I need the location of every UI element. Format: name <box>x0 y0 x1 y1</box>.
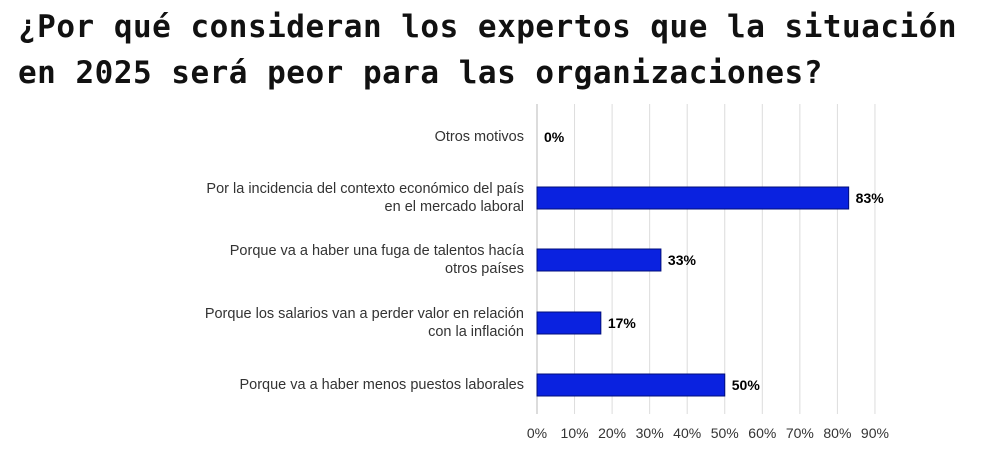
bar <box>536 248 662 272</box>
chart-title: ¿Por qué consideran los expertos que la … <box>18 9 958 91</box>
x-tick-label: 30% <box>636 425 664 441</box>
x-tick-labels: 0% 10% 20% 30% 40% 50% 60% 70% 80% 90% <box>527 425 889 441</box>
value-labels: 0% 83% 33% 17% 50% <box>544 129 884 393</box>
data-label: 50% <box>732 377 761 393</box>
x-tick-label: 20% <box>598 425 626 441</box>
category-label: Porque va a haber una fuga de talentos h… <box>229 243 524 277</box>
bar <box>536 373 726 397</box>
x-tick-label: 10% <box>561 425 589 441</box>
category-label: Porque los salarios van a perder valor e… <box>204 306 524 340</box>
bars <box>536 186 850 397</box>
x-tick-label: 90% <box>861 425 889 441</box>
category-label: Por la incidencia del contexto económico… <box>206 181 524 215</box>
data-label: 0% <box>544 129 565 145</box>
bar <box>536 311 602 335</box>
bar <box>536 186 850 210</box>
x-tick-label: 70% <box>786 425 814 441</box>
x-tick-label: 80% <box>823 425 851 441</box>
data-label: 17% <box>608 315 637 331</box>
x-tick-label: 40% <box>673 425 701 441</box>
data-label: 83% <box>856 190 885 206</box>
category-label: Porque va a haber menos puestos laborale… <box>239 377 524 393</box>
data-label: 33% <box>668 252 697 268</box>
x-tick-label: 50% <box>711 425 739 441</box>
category-label: Otros motivos <box>434 129 524 145</box>
x-tick-label: 0% <box>527 425 547 441</box>
x-tick-label: 60% <box>748 425 776 441</box>
